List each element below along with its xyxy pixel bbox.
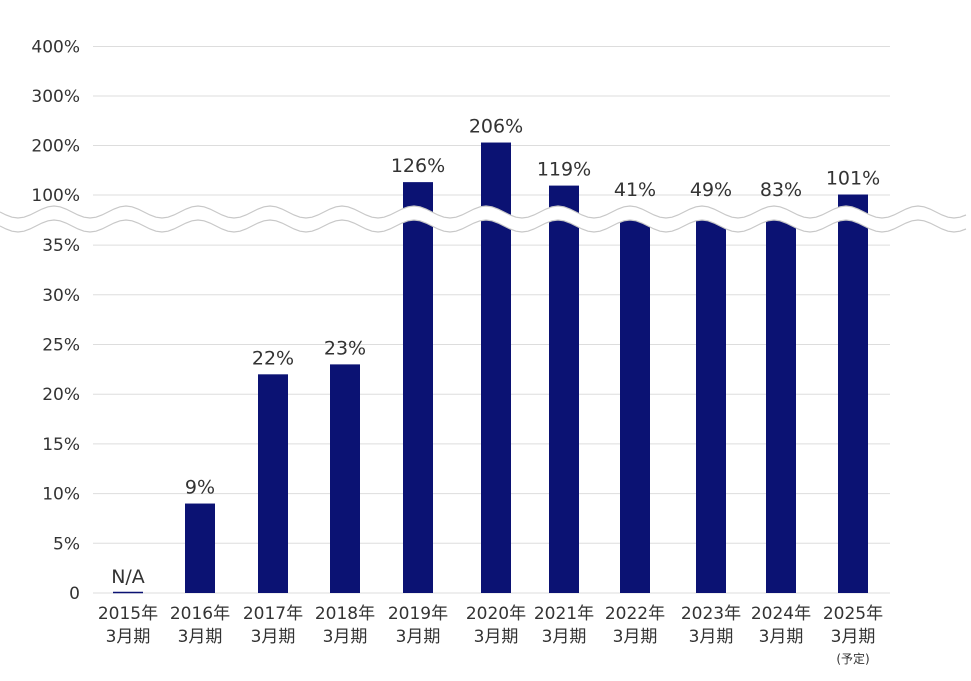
x-tick-label-period: 3月期 bbox=[106, 627, 151, 647]
axis-break-band bbox=[0, 206, 971, 232]
data-label: 119% bbox=[537, 159, 591, 181]
x-tick-label-period: 3月期 bbox=[613, 627, 658, 647]
data-label: 9% bbox=[185, 477, 215, 499]
x-tick-label-year: 2025年 bbox=[823, 604, 883, 624]
x-tick-label-period: 3月期 bbox=[323, 627, 368, 647]
bar bbox=[696, 219, 726, 593]
x-tick-label-year: 2017年 bbox=[243, 604, 303, 624]
x-tick-label-period: 3月期 bbox=[542, 627, 587, 647]
x-tick-label-period: 3月期 bbox=[251, 627, 296, 647]
bar bbox=[549, 185, 579, 593]
data-label: N/A bbox=[111, 566, 145, 588]
data-labels: N/A 9% 22% 23% 126% 206% 119% 41% 49% 83% 101% bbox=[111, 116, 880, 588]
data-label: 101% bbox=[826, 168, 880, 190]
x-axis-tick-labels: 2015年 3月期 2016年 3月期 2017年 3月期 2018年 3月期 2019年 3月期… bbox=[98, 604, 883, 666]
data-label: 206% bbox=[469, 116, 523, 138]
bar bbox=[620, 219, 650, 593]
y-tick-label: 35% bbox=[42, 236, 80, 256]
x-tick-label-note: (予定) bbox=[836, 651, 869, 666]
bar bbox=[838, 194, 868, 593]
data-label: 83% bbox=[760, 179, 802, 201]
x-tick-label-year: 2015年 bbox=[98, 604, 158, 624]
x-tick-label-year: 2019年 bbox=[388, 604, 448, 624]
x-tick-label-period: 3月期 bbox=[689, 627, 734, 647]
y-tick-label: 400% bbox=[31, 38, 80, 58]
x-tick-label-period: 3月期 bbox=[396, 627, 441, 647]
y-tick-label: 5% bbox=[53, 534, 80, 554]
bar bbox=[403, 182, 433, 593]
x-tick-label-year: 2020年 bbox=[466, 604, 526, 624]
y-tick-label: 300% bbox=[31, 87, 80, 107]
x-tick-label-period: 3月期 bbox=[178, 627, 223, 647]
data-label: 41% bbox=[614, 179, 656, 201]
x-tick-label-year: 2018年 bbox=[315, 604, 375, 624]
data-label: 126% bbox=[391, 155, 445, 177]
data-label: 49% bbox=[690, 179, 732, 201]
x-tick-label-year: 2022年 bbox=[605, 604, 665, 624]
x-tick-label-year: 2016年 bbox=[170, 604, 230, 624]
bar bbox=[258, 374, 288, 593]
bar bbox=[330, 364, 360, 593]
y-axis-tick-labels: 0 5% 10% 15% 20% 25% 30% 35% 100% 200% 300% 400% bbox=[31, 38, 80, 605]
x-tick-label-period: 3月期 bbox=[474, 627, 519, 647]
y-tick-label: 0 bbox=[69, 584, 80, 604]
x-tick-label-year: 2021年 bbox=[534, 604, 594, 624]
bar bbox=[766, 219, 796, 593]
axis-break-line bbox=[0, 205, 967, 219]
axis-break-line bbox=[0, 219, 967, 233]
y-tick-label: 25% bbox=[42, 336, 80, 356]
x-tick-label-period: 3月期 bbox=[831, 627, 876, 647]
y-tick-label: 20% bbox=[42, 385, 80, 405]
data-label: 22% bbox=[252, 347, 294, 369]
y-tick-label: 15% bbox=[42, 435, 80, 455]
bar bbox=[185, 503, 215, 593]
x-tick-label-year: 2024年 bbox=[751, 604, 811, 624]
x-tick-label-year: 2023年 bbox=[681, 604, 741, 624]
axis-break bbox=[0, 205, 971, 233]
data-label: 23% bbox=[324, 337, 366, 359]
y-tick-label: 30% bbox=[42, 286, 80, 306]
y-tick-label: 10% bbox=[42, 485, 80, 505]
y-tick-label: 200% bbox=[31, 137, 80, 157]
y-tick-label: 100% bbox=[31, 186, 80, 206]
x-tick-label-period: 3月期 bbox=[759, 627, 804, 647]
